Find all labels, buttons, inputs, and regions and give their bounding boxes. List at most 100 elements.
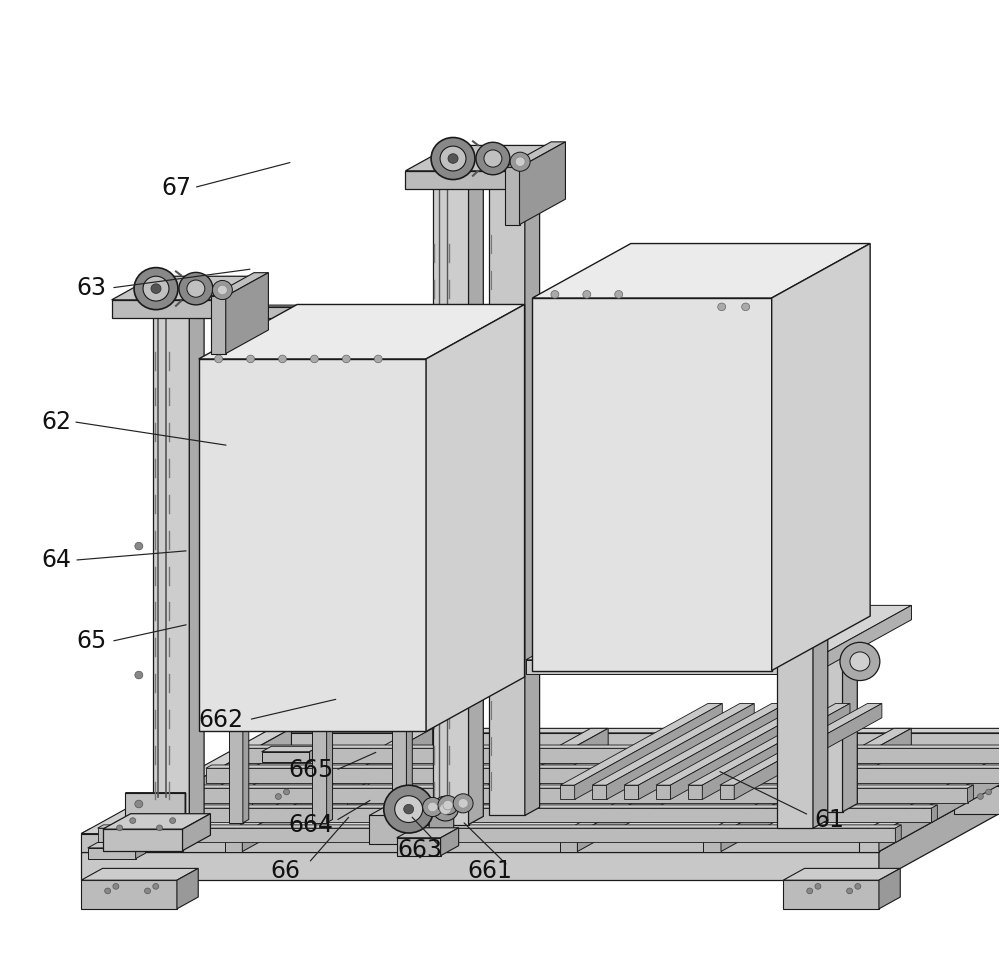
Text: 664: 664 xyxy=(288,812,333,836)
Circle shape xyxy=(431,138,475,179)
Polygon shape xyxy=(348,774,369,814)
Circle shape xyxy=(284,789,290,795)
Polygon shape xyxy=(624,703,786,786)
Circle shape xyxy=(278,355,286,363)
Polygon shape xyxy=(199,305,525,359)
Circle shape xyxy=(153,883,159,889)
Polygon shape xyxy=(577,728,768,852)
Polygon shape xyxy=(592,703,754,786)
Polygon shape xyxy=(405,171,517,189)
Polygon shape xyxy=(525,163,540,815)
Polygon shape xyxy=(134,809,931,823)
Polygon shape xyxy=(406,722,412,823)
Polygon shape xyxy=(400,833,418,852)
Polygon shape xyxy=(418,728,608,852)
Circle shape xyxy=(855,883,861,889)
Polygon shape xyxy=(428,807,429,825)
Polygon shape xyxy=(81,880,177,909)
Circle shape xyxy=(135,800,143,808)
Polygon shape xyxy=(112,300,223,318)
Circle shape xyxy=(342,355,350,363)
Polygon shape xyxy=(312,726,327,823)
Polygon shape xyxy=(170,785,973,788)
Circle shape xyxy=(135,542,143,550)
Polygon shape xyxy=(879,829,887,852)
Polygon shape xyxy=(783,868,900,880)
Circle shape xyxy=(217,285,227,295)
Polygon shape xyxy=(177,868,198,909)
Polygon shape xyxy=(879,746,1000,880)
Text: 665: 665 xyxy=(288,759,333,783)
Polygon shape xyxy=(734,703,882,800)
Polygon shape xyxy=(783,880,879,909)
Polygon shape xyxy=(252,786,348,814)
Polygon shape xyxy=(310,746,319,763)
Polygon shape xyxy=(369,815,429,844)
Polygon shape xyxy=(211,296,226,354)
Polygon shape xyxy=(125,793,185,829)
Polygon shape xyxy=(777,476,828,485)
Polygon shape xyxy=(153,301,204,308)
Circle shape xyxy=(384,786,434,833)
Polygon shape xyxy=(813,476,828,828)
Polygon shape xyxy=(81,728,291,833)
Polygon shape xyxy=(426,305,525,732)
Polygon shape xyxy=(88,848,136,858)
Text: 65: 65 xyxy=(76,629,106,653)
Polygon shape xyxy=(400,728,608,833)
Circle shape xyxy=(275,793,281,799)
Circle shape xyxy=(440,147,466,171)
Polygon shape xyxy=(433,180,469,825)
Polygon shape xyxy=(243,722,249,823)
Polygon shape xyxy=(807,460,857,468)
Polygon shape xyxy=(103,813,210,829)
Polygon shape xyxy=(777,485,813,828)
Circle shape xyxy=(187,280,205,297)
Polygon shape xyxy=(560,703,722,786)
Polygon shape xyxy=(327,722,333,823)
Polygon shape xyxy=(242,728,433,852)
Circle shape xyxy=(615,290,623,298)
Text: 61: 61 xyxy=(814,808,844,832)
Polygon shape xyxy=(954,774,1000,786)
Circle shape xyxy=(840,643,880,680)
Polygon shape xyxy=(263,733,1000,751)
Circle shape xyxy=(551,290,559,298)
Circle shape xyxy=(179,272,213,305)
Polygon shape xyxy=(532,243,870,298)
Polygon shape xyxy=(229,722,249,726)
Polygon shape xyxy=(688,703,850,786)
Circle shape xyxy=(742,303,750,310)
Polygon shape xyxy=(560,833,577,852)
Circle shape xyxy=(117,825,123,831)
Polygon shape xyxy=(242,748,1000,763)
Text: 67: 67 xyxy=(161,175,191,199)
Polygon shape xyxy=(895,825,901,842)
Polygon shape xyxy=(252,774,369,786)
Polygon shape xyxy=(720,703,882,786)
Circle shape xyxy=(130,818,136,824)
Circle shape xyxy=(315,793,321,799)
Polygon shape xyxy=(688,786,702,800)
Polygon shape xyxy=(968,785,973,803)
Polygon shape xyxy=(813,605,911,674)
Polygon shape xyxy=(879,868,900,909)
Circle shape xyxy=(515,157,525,167)
Polygon shape xyxy=(575,703,722,800)
Polygon shape xyxy=(931,805,937,823)
Polygon shape xyxy=(225,833,242,852)
Circle shape xyxy=(448,153,458,163)
Circle shape xyxy=(423,797,443,816)
Polygon shape xyxy=(312,722,333,726)
Polygon shape xyxy=(469,171,483,825)
Circle shape xyxy=(443,800,453,810)
Polygon shape xyxy=(532,298,772,671)
Polygon shape xyxy=(703,833,721,852)
Polygon shape xyxy=(81,868,198,880)
Text: 62: 62 xyxy=(41,410,71,434)
Polygon shape xyxy=(859,833,879,852)
Polygon shape xyxy=(526,605,911,660)
Polygon shape xyxy=(505,142,565,168)
Polygon shape xyxy=(88,842,145,848)
Circle shape xyxy=(170,818,176,824)
